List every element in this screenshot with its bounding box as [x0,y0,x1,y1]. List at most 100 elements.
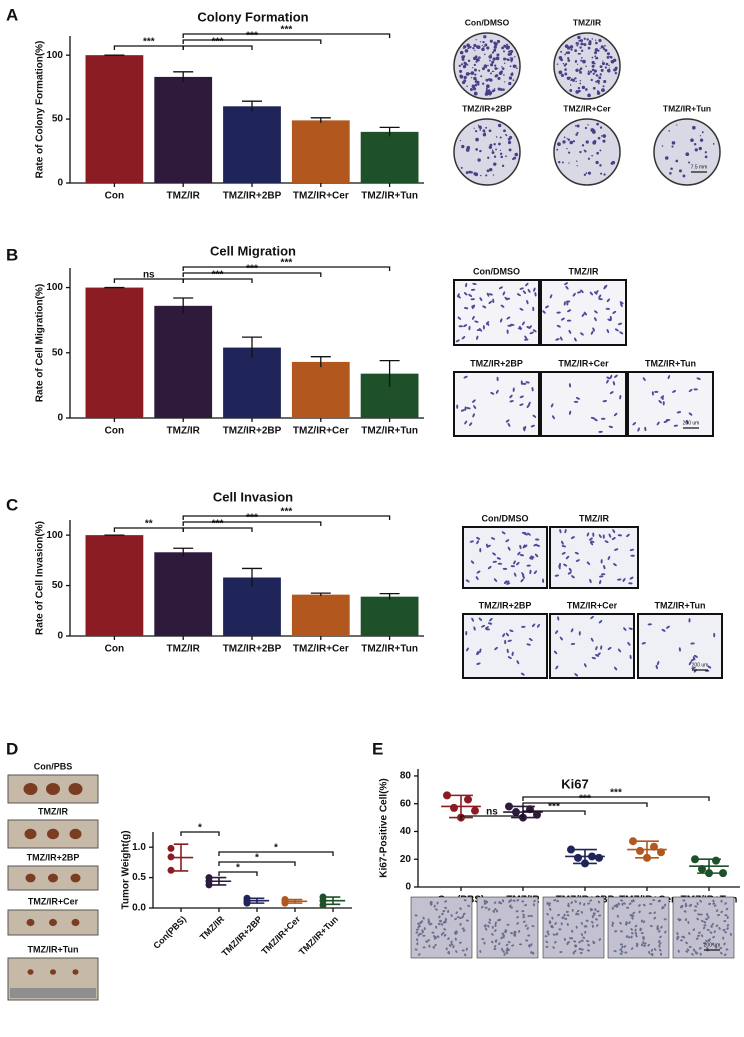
cell [586,949,590,952]
colony [491,151,495,155]
colony [470,77,473,79]
x-tick-label: TMZ/IR+2BP [223,426,282,437]
cell [629,576,634,580]
colony [602,139,606,143]
cell [417,953,421,956]
colony [475,148,479,151]
cell [706,913,709,916]
cell [441,932,445,935]
cell [502,934,505,937]
colony [569,89,573,92]
colony [491,70,494,73]
colony [592,86,596,90]
image-label: TMZ/IR+Tun [654,600,705,610]
cell [546,901,549,905]
cell [507,656,512,659]
sd-bar [325,896,341,906]
cell [619,948,622,951]
cell [719,947,723,950]
cell [617,648,622,653]
colony [475,58,480,62]
cell [506,329,509,334]
y-tick-label: 50 [52,347,64,358]
colony [558,161,561,164]
cell [503,953,506,956]
tumor [26,918,35,927]
colony [508,148,512,152]
cell [483,925,487,928]
cell [726,927,729,930]
cell [580,921,583,925]
cell [526,404,530,409]
cell [417,925,420,929]
cell [458,941,462,944]
cell [713,632,716,638]
cell [703,924,707,927]
cell [574,551,579,555]
colony [472,46,475,50]
cell [662,905,665,909]
colony [468,45,472,49]
colony [470,71,475,75]
colony [490,72,492,75]
cell [559,528,562,534]
data-point [643,853,651,862]
micrograph [549,526,639,589]
cell [501,899,505,903]
cell [652,899,656,902]
colony [602,47,606,51]
cell [602,534,605,539]
colony [694,148,698,152]
colony [493,70,495,73]
colony [581,57,583,59]
cell [521,900,525,903]
cell [642,920,646,924]
specimen-image [540,371,627,437]
colony [591,64,595,68]
colony [473,127,475,129]
colony [503,74,505,76]
cell [513,572,517,577]
colony [575,124,577,127]
cell [433,904,436,908]
cell [696,377,701,380]
colony [574,60,578,63]
colony [479,149,482,153]
cell [523,425,527,431]
cell [471,315,475,320]
colony [592,62,595,65]
error-bar [173,547,194,557]
cell [574,673,578,677]
cell [659,935,662,939]
colony [494,64,497,67]
cell [518,929,521,933]
cell [722,928,726,932]
cell [634,928,637,932]
colony [465,72,470,76]
colony [509,49,512,52]
cell [631,931,634,935]
micrograph [453,279,540,346]
cell [619,943,623,946]
cell [624,951,628,954]
data-point [243,899,251,907]
colony [693,142,697,146]
colony [506,135,508,137]
x-tick-label: TMZ/IR+Tun [297,914,340,957]
x-tick-label: TMZ/IR+Cer [293,426,349,437]
cell [688,412,693,416]
cell [573,945,577,948]
cell [455,911,458,915]
cell [498,286,503,290]
colony [608,64,610,67]
cell [510,906,514,909]
micrograph [462,526,548,589]
colony [474,50,476,52]
cell [632,911,636,915]
error-bar [310,592,331,597]
colony [502,88,505,91]
data-point [167,866,175,874]
cell [498,918,501,922]
colony [487,64,489,67]
